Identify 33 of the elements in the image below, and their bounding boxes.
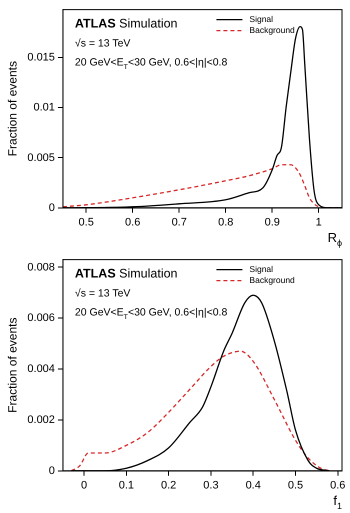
annotation: ATLAS Simulation (74, 266, 178, 281)
x-tick-label: 0.1 (118, 479, 134, 492)
annotation: √s = 13 TeV (74, 288, 130, 300)
x-tick-label: 0.5 (78, 216, 94, 228)
legend-label: Background (249, 274, 296, 285)
x-tick-label: 0.2 (160, 479, 176, 492)
y-tick-label: 0.002 (27, 414, 55, 426)
annotation: ATLAS Simulation (74, 16, 178, 31)
y-tick-label: 0 (48, 464, 55, 477)
x-tick-label: 0 (81, 479, 88, 492)
x-tick-label: 0.3 (203, 479, 219, 492)
x-tick-label: 1 (316, 216, 322, 228)
annotation: √s = 13 TeV (74, 38, 130, 50)
legend-label: Signal (249, 14, 274, 24)
y-tick-label: 0.01 (34, 102, 55, 114)
x-tick-label: 0.6 (125, 216, 140, 228)
y-tick-label: 0.006 (27, 312, 55, 324)
line-series (70, 350, 330, 471)
x-tick-label: 0.7 (172, 216, 187, 228)
legend-label: Background (249, 24, 296, 35)
y-axis-title: Fraction of events (6, 61, 20, 156)
x-tick-label: 0.6 (330, 479, 346, 492)
legend-label: Signal (249, 264, 274, 274)
y-tick-label: 0.015 (27, 52, 55, 64)
y-tick-label: 0.008 (27, 261, 55, 274)
x-tick-label: 0.4 (246, 479, 261, 492)
x-tick-label: 0.5 (288, 479, 304, 492)
y-axis-title: Fraction of events (6, 318, 20, 413)
y-tick-label: 0 (48, 202, 55, 214)
y-tick-label: 0.004 (27, 363, 55, 376)
y-tick-label: 0.005 (27, 152, 55, 164)
x-tick-label: 0.8 (218, 216, 234, 228)
x-tick-label: 0.9 (264, 216, 280, 228)
